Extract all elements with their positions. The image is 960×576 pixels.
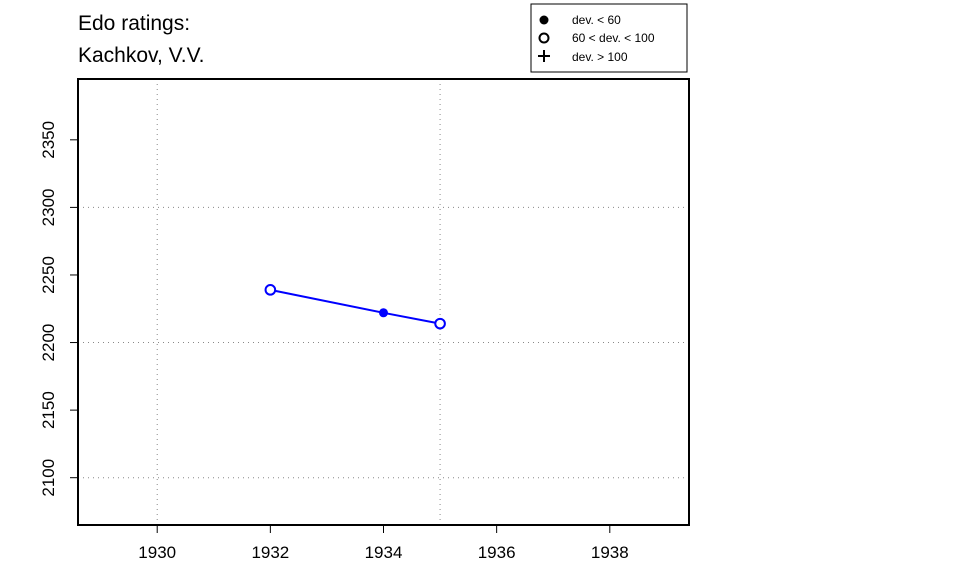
chart-title-line-1: Edo ratings: [78, 12, 190, 35]
x-tick-label-1930: 1930 [138, 543, 176, 562]
series-line-0 [270, 288, 441, 325]
legend-label-dev-under-60: dev. < 60 [572, 13, 621, 27]
data-point-1934 [379, 308, 388, 318]
y-tick-label-2200: 2200 [39, 324, 58, 362]
y-tick-label-2350: 2350 [39, 121, 58, 159]
legend-label-dev-60-to-100: 60 < dev. < 100 [572, 31, 655, 45]
legend-marker-open-circle [538, 32, 550, 44]
legend-label-dev-over-100: dev. > 100 [572, 50, 628, 64]
chart-title-line-2: Kachkov, V.V. [78, 44, 204, 67]
grid [78, 79, 689, 525]
x-tick-label-1934: 1934 [365, 543, 403, 562]
x-tick-label-1936: 1936 [478, 543, 516, 562]
plot-frame [77, 78, 690, 526]
series-markers [264, 284, 446, 330]
y-tick-label-2150: 2150 [39, 391, 58, 429]
legend: dev. < 60 60 < dev. < 100 dev. > 100 [530, 3, 688, 73]
y-axis: 2100 2150 2200 2250 2300 2350 [39, 121, 78, 497]
y-tick-label-2250: 2250 [39, 256, 58, 294]
legend-marker-filled-circle [539, 15, 549, 25]
x-tick-label-1938: 1938 [591, 543, 629, 562]
x-axis: 1930 1932 1934 1936 1938 [138, 525, 629, 562]
y-tick-label-2300: 2300 [39, 188, 58, 226]
legend-box [530, 3, 688, 73]
data-point-1932 [264, 284, 277, 296]
data-point-1935 [434, 317, 446, 330]
series-line [270, 288, 441, 325]
x-tick-label-1932: 1932 [251, 543, 289, 562]
legend-marker-plus [538, 50, 550, 62]
y-tick-label-2100: 2100 [39, 459, 58, 497]
